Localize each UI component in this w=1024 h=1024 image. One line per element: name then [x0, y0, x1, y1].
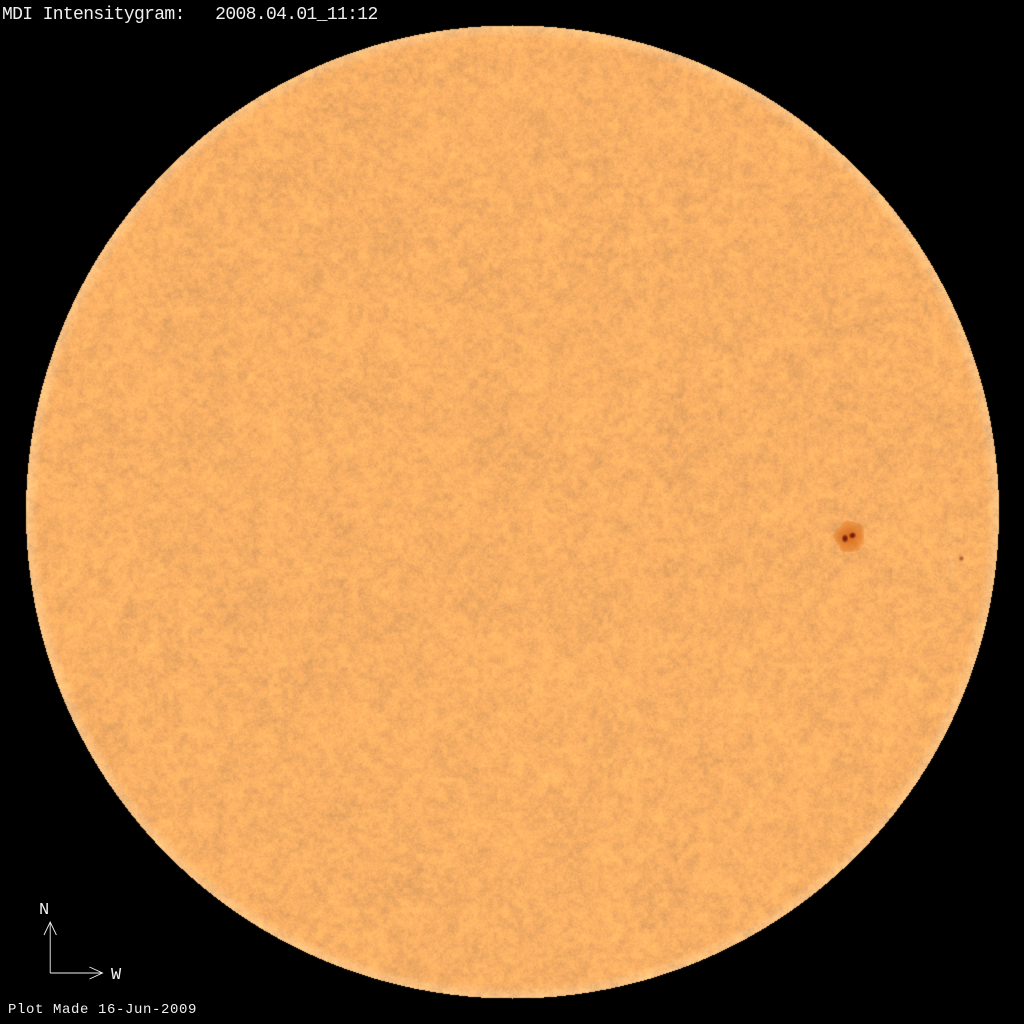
svg-text:N: N — [39, 901, 49, 920]
svg-text:W: W — [111, 966, 122, 985]
